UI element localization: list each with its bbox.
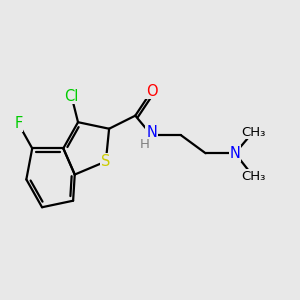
Text: F: F <box>14 116 22 131</box>
Text: N: N <box>230 146 241 161</box>
Text: CH₃: CH₃ <box>241 125 265 139</box>
Text: Cl: Cl <box>64 88 79 104</box>
Text: CH₃: CH₃ <box>241 170 265 183</box>
Text: O: O <box>146 84 158 99</box>
Text: H: H <box>140 138 150 151</box>
Text: N: N <box>146 125 157 140</box>
Text: S: S <box>101 154 110 169</box>
